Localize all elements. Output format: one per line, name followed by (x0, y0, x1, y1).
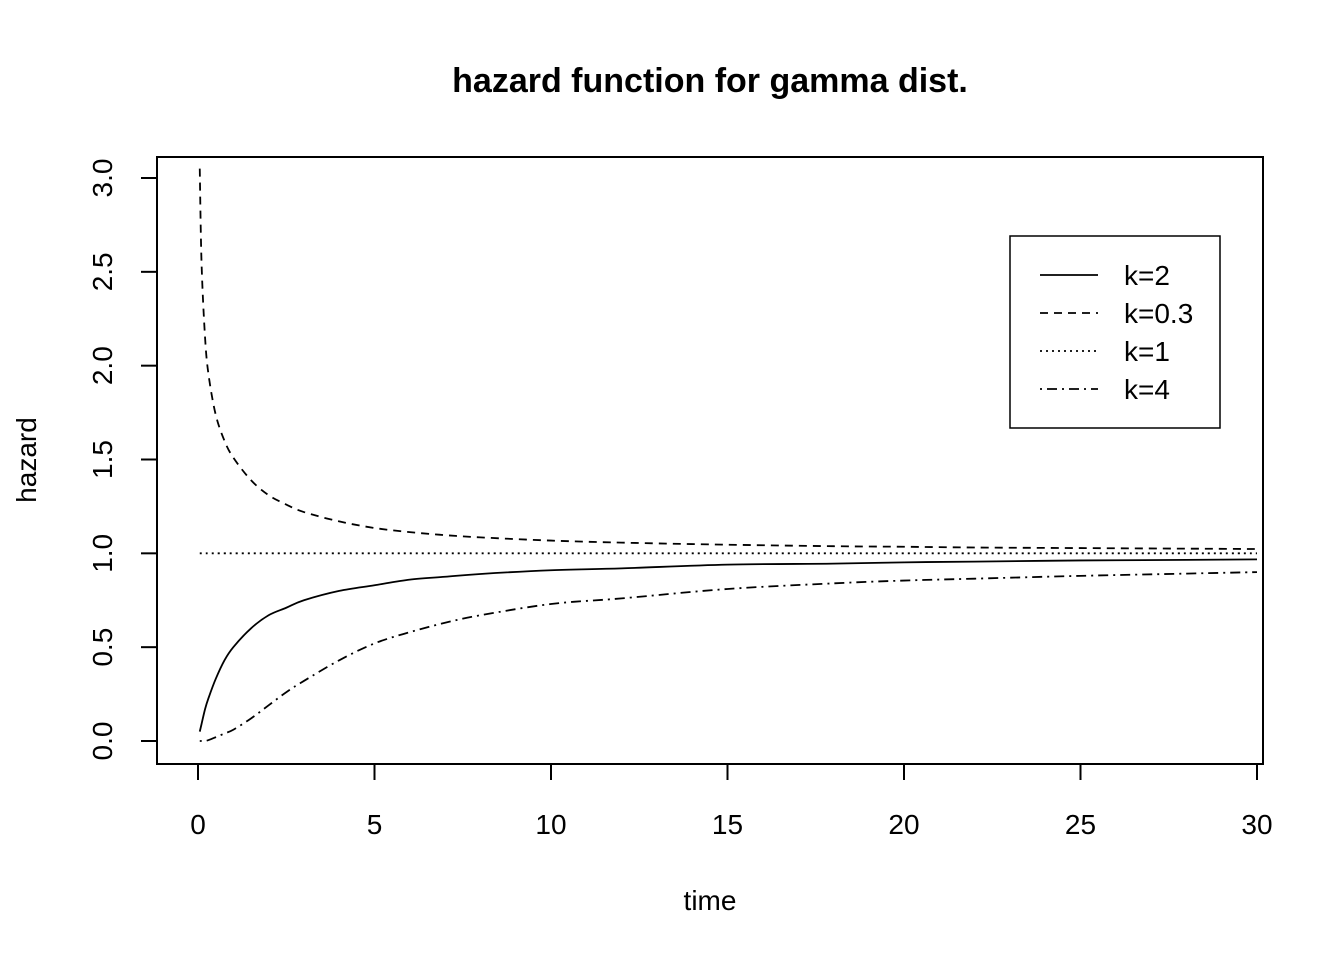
x-axis: 0 5 10 15 20 25 30 (190, 763, 1273, 840)
legend-label-2: k=0.3 (1124, 298, 1193, 329)
y-tick-label: 2.5 (87, 252, 118, 291)
legend-label-1: k=2 (1124, 260, 1170, 291)
y-axis-title: hazard (11, 417, 42, 503)
chart-title: hazard function for gamma dist. (452, 62, 968, 100)
series-line-1 (198, 558, 1258, 732)
y-tick-label: 0.0 (87, 722, 118, 761)
x-tick-label: 30 (1241, 809, 1272, 840)
x-axis-title: time (684, 885, 737, 916)
legend: k=2 k=0.3 k=1 k=4 (1009, 235, 1221, 429)
legend-label-3: k=1 (1124, 336, 1170, 367)
series-line-2 (198, 168, 1258, 550)
y-tick-label: 2.0 (87, 346, 118, 385)
y-tick-label: 3.0 (87, 159, 118, 198)
series-line-4 (199, 571, 1258, 742)
x-tick-label: 10 (535, 809, 566, 840)
legend-label-4: k=4 (1124, 374, 1170, 405)
y-tick-label: 0.5 (87, 628, 118, 667)
y-axis: 0.0 0.5 1.0 1.5 2.0 2.5 3.0 (87, 159, 158, 761)
y-tick-label: 1.0 (87, 534, 118, 573)
x-tick-label: 15 (712, 809, 743, 840)
plot-area (198, 168, 1258, 742)
y-tick-label: 1.5 (87, 440, 118, 479)
legend-box (1009, 235, 1221, 429)
x-tick-label: 0 (190, 809, 206, 840)
x-tick-label: 5 (367, 809, 383, 840)
x-tick-label: 25 (1065, 809, 1096, 840)
x-tick-label: 20 (888, 809, 919, 840)
